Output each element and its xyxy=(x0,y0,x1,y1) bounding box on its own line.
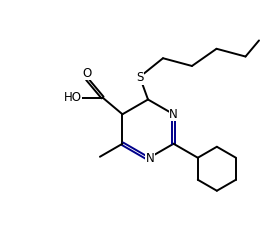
Text: O: O xyxy=(83,67,92,80)
Text: S: S xyxy=(136,71,144,84)
Text: N: N xyxy=(146,152,154,165)
Text: N: N xyxy=(169,108,178,121)
Text: HO: HO xyxy=(64,91,82,104)
